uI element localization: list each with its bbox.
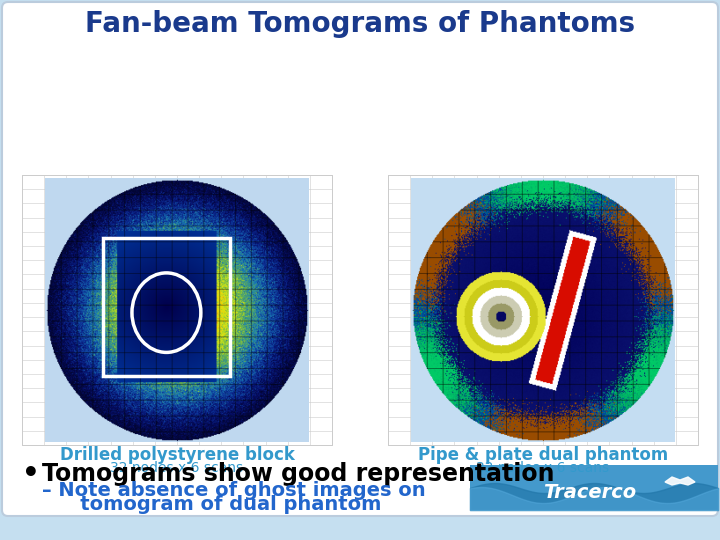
Text: – Note absence of ghost images on: – Note absence of ghost images on — [42, 482, 426, 501]
Text: •: • — [22, 460, 40, 488]
Bar — [22, 175, 332, 445]
Text: Drilled polystyrene block: Drilled polystyrene block — [60, 446, 294, 464]
Text: Fan-beam Tomograms of Phantoms: Fan-beam Tomograms of Phantoms — [85, 10, 635, 38]
FancyBboxPatch shape — [2, 2, 718, 516]
Bar — [388, 175, 698, 445]
Text: Pipe & plate dual phantom: Pipe & plate dual phantom — [418, 446, 668, 464]
Text: 32 nodes x 6 scans: 32 nodes x 6 scans — [477, 461, 610, 475]
Text: tomogram of dual phantom: tomogram of dual phantom — [60, 495, 382, 514]
Text: Tracerco: Tracerco — [544, 483, 636, 502]
Text: Tomograms show good representation: Tomograms show good representation — [42, 462, 554, 486]
Bar — [470, 465, 718, 510]
Bar — [103, 239, 230, 376]
Text: 32 nodes x 6 scans: 32 nodes x 6 scans — [110, 461, 243, 475]
Polygon shape — [665, 477, 695, 485]
